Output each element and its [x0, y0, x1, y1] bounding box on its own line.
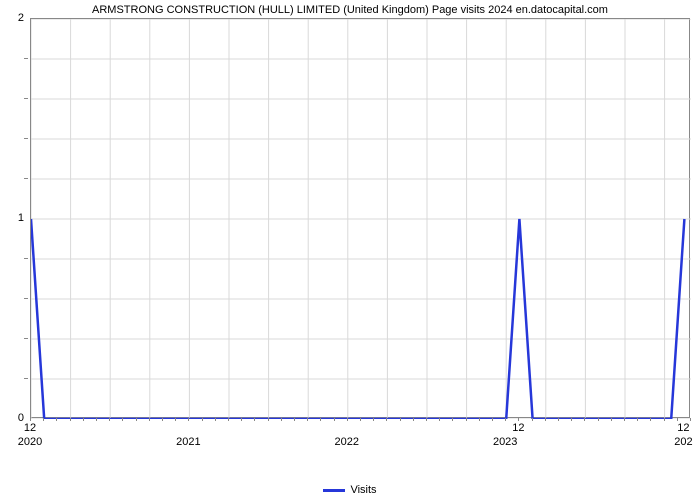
x-tick-minor	[281, 418, 282, 421]
x-tick-minor	[466, 418, 467, 421]
x-tick-minor	[650, 418, 651, 421]
x-tick-minor	[386, 418, 387, 421]
x-tick-minor	[611, 418, 612, 421]
x-tick-minor	[571, 418, 572, 421]
x-tick-minor	[545, 418, 546, 421]
x-tick-minor	[637, 418, 638, 421]
x-tick-minor	[241, 418, 242, 421]
x-tick-minor	[347, 418, 348, 421]
x-tick-label-year: 2020	[18, 436, 42, 448]
x-tick-minor	[492, 418, 493, 421]
x-tick-minor	[228, 418, 229, 421]
x-tick-minor	[439, 418, 440, 421]
y-tick-minor	[24, 178, 28, 179]
x-tick-minor	[268, 418, 269, 421]
plot-svg	[31, 19, 691, 419]
plot-area	[30, 18, 690, 418]
x-tick-minor	[505, 418, 506, 421]
x-tick-minor	[162, 418, 163, 421]
y-tick-minor	[24, 58, 28, 59]
x-tick-minor	[307, 418, 308, 421]
x-tick-minor	[320, 418, 321, 421]
x-tick-minor	[109, 418, 110, 421]
x-tick-minor	[175, 418, 176, 421]
x-tick-minor	[400, 418, 401, 421]
x-tick-label-year: 2022	[335, 436, 359, 448]
x-tick-minor	[294, 418, 295, 421]
x-tick-label-year: 2023	[493, 436, 517, 448]
y-tick-minor	[24, 298, 28, 299]
chart-title: ARMSTRONG CONSTRUCTION (HULL) LIMITED (U…	[0, 0, 700, 16]
chart-area: 012 1212122020202120222023202	[0, 18, 700, 458]
x-tick-minor	[136, 418, 137, 421]
series-line-visits	[31, 219, 684, 419]
y-tick-minor	[24, 138, 28, 139]
x-tick-minor	[664, 418, 665, 421]
x-tick-label-month: 12	[512, 422, 524, 434]
x-tick-minor	[413, 418, 414, 421]
x-tick-minor	[532, 418, 533, 421]
y-tick-minor	[24, 338, 28, 339]
y-tick-label: 2	[0, 12, 24, 24]
x-tick-label-year: 2021	[176, 436, 200, 448]
x-tick-minor	[690, 418, 691, 421]
x-tick-minor	[479, 418, 480, 421]
x-tick-minor	[677, 418, 678, 421]
y-tick-minor	[24, 378, 28, 379]
x-tick-minor	[30, 418, 31, 421]
y-tick-minor	[24, 98, 28, 99]
x-tick-minor	[202, 418, 203, 421]
x-tick-minor	[70, 418, 71, 421]
x-tick-minor	[188, 418, 189, 421]
x-tick-minor	[43, 418, 44, 421]
x-tick-label-month: 12	[677, 422, 689, 434]
y-tick-label: 1	[0, 212, 24, 224]
x-tick-label-year: 202	[674, 436, 692, 448]
x-tick-minor	[426, 418, 427, 421]
x-tick-minor	[122, 418, 123, 421]
x-tick-minor	[373, 418, 374, 421]
legend-swatch	[323, 489, 345, 492]
x-tick-minor	[334, 418, 335, 421]
x-tick-minor	[254, 418, 255, 421]
x-tick-minor	[584, 418, 585, 421]
y-tick-label: 0	[0, 412, 24, 424]
x-tick-minor	[558, 418, 559, 421]
x-tick-minor	[96, 418, 97, 421]
legend: Visits	[0, 484, 700, 496]
x-tick-minor	[215, 418, 216, 421]
x-tick-minor	[518, 418, 519, 421]
legend-label: Visits	[350, 484, 376, 496]
x-tick-minor	[624, 418, 625, 421]
y-tick-minor	[24, 258, 28, 259]
x-tick-minor	[360, 418, 361, 421]
x-tick-minor	[149, 418, 150, 421]
x-tick-minor	[83, 418, 84, 421]
x-tick-label-month: 12	[24, 422, 36, 434]
x-tick-minor	[452, 418, 453, 421]
x-tick-minor	[56, 418, 57, 421]
x-tick-minor	[598, 418, 599, 421]
